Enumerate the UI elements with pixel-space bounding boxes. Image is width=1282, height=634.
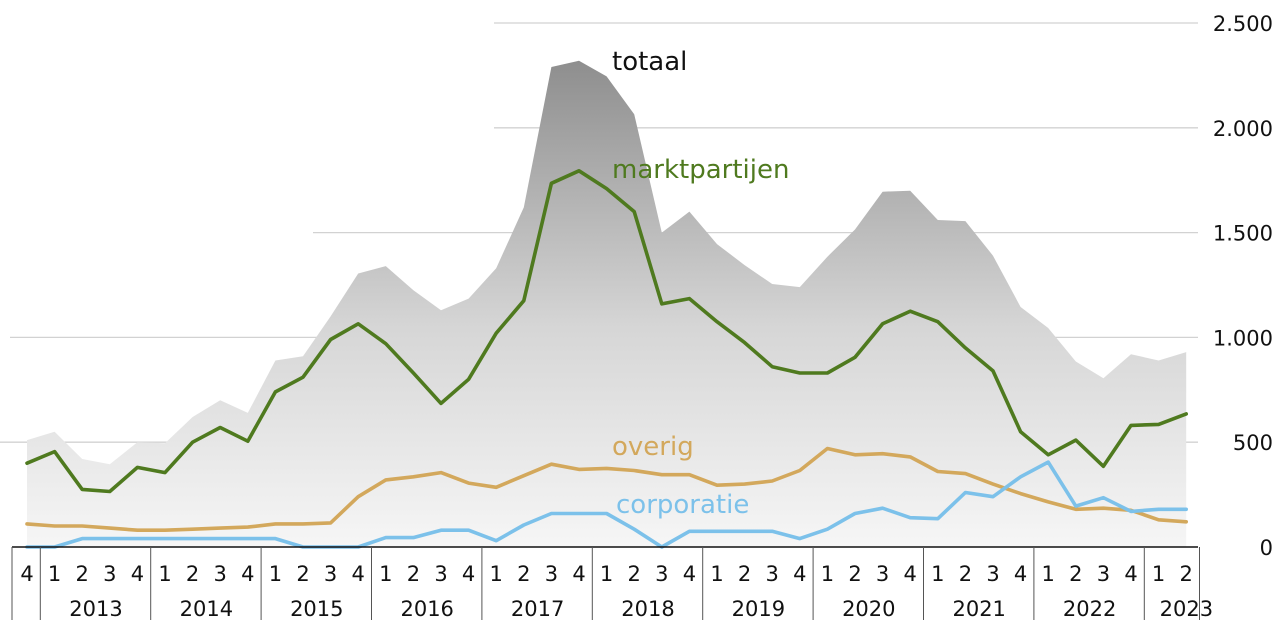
x-tick-label: 1 xyxy=(710,562,723,586)
x-tick-label: 1 xyxy=(1042,562,1055,586)
x-tick-label: 4 xyxy=(131,562,144,586)
series-label-totaal: totaal xyxy=(612,47,687,77)
year-label: 2015 xyxy=(290,597,343,621)
x-tick-label: 4 xyxy=(462,562,475,586)
x-tick-label: 4 xyxy=(241,562,254,586)
series-totaal xyxy=(27,60,1187,547)
x-tick-label: 2 xyxy=(848,562,861,586)
year-label: 2018 xyxy=(621,597,674,621)
y-tick-label: 500 xyxy=(1233,431,1273,455)
x-tick-label: 3 xyxy=(324,562,337,586)
totaal-area xyxy=(27,60,1187,547)
x-tick-label: 2 xyxy=(407,562,420,586)
x-tick-label: 2 xyxy=(738,562,751,586)
x-tick-label: 4 xyxy=(1124,562,1137,586)
x-tick-label: 1 xyxy=(931,562,944,586)
x-tick-label: 2 xyxy=(76,562,89,586)
y-tick-label: 0 xyxy=(1260,536,1273,560)
x-tick-label: 3 xyxy=(434,562,447,586)
year-label: 2017 xyxy=(511,597,564,621)
x-tick-label: 1 xyxy=(158,562,171,586)
x-tick-label: 1 xyxy=(269,562,282,586)
series-label-marktpartijen: marktpartijen xyxy=(612,155,789,185)
x-tick-label: 1 xyxy=(821,562,834,586)
y-tick-label: 1.500 xyxy=(1213,222,1273,246)
x-tick-label: 1 xyxy=(490,562,503,586)
x-tick-label: 3 xyxy=(545,562,558,586)
x-tick-label: 2 xyxy=(959,562,972,586)
y-tick-label: 1.000 xyxy=(1213,326,1273,350)
x-tick-label: 3 xyxy=(876,562,889,586)
x-tick-label: 4 xyxy=(20,562,33,586)
year-label: 2022 xyxy=(1063,597,1116,621)
x-tick-label: 2 xyxy=(296,562,309,586)
x-tick-label: 4 xyxy=(1014,562,1027,586)
x-tick-label: 4 xyxy=(572,562,585,586)
y-tick-label: 2.500 xyxy=(1213,12,1273,36)
y-tick-label: 2.000 xyxy=(1213,117,1273,141)
series-corporatie xyxy=(25,460,1188,549)
x-tick-label: 4 xyxy=(683,562,696,586)
x-tick-label: 2 xyxy=(1069,562,1082,586)
series-overig xyxy=(25,446,1188,533)
x-tick-label: 3 xyxy=(655,562,668,586)
x-tick-label: 4 xyxy=(904,562,917,586)
year-label: 2023 xyxy=(1160,597,1213,621)
y-axis: 0 500 1.000 1.500 2.000 2.500 xyxy=(1213,12,1273,560)
x-tick-label: 2 xyxy=(517,562,530,586)
series-labels: totaal marktpartijen overig corporatie xyxy=(612,47,789,520)
x-tick-label: 3 xyxy=(1097,562,1110,586)
year-label: 2014 xyxy=(180,597,233,621)
x-tick-label: 1 xyxy=(600,562,613,586)
x-tick-label: 4 xyxy=(352,562,365,586)
x-tick-label: 3 xyxy=(766,562,779,586)
x-tick-label: 1 xyxy=(48,562,61,586)
x-tick-label: 2 xyxy=(186,562,199,586)
x-tick-label: 3 xyxy=(214,562,227,586)
year-label: 2020 xyxy=(842,597,895,621)
year-label: 2019 xyxy=(732,597,785,621)
x-tick-label: 2 xyxy=(1180,562,1193,586)
x-tick-label: 2 xyxy=(628,562,641,586)
x-tick-label: 1 xyxy=(379,562,392,586)
x-tick-label: 1 xyxy=(1152,562,1165,586)
series-label-corporatie: corporatie xyxy=(616,490,749,520)
year-label: 2021 xyxy=(952,597,1005,621)
x-tick-label: 4 xyxy=(793,562,806,586)
series-label-overig: overig xyxy=(612,432,694,462)
year-label: 2013 xyxy=(69,597,122,621)
year-label: 2016 xyxy=(400,597,453,621)
series-lines xyxy=(25,169,1188,549)
series-marktpartijen xyxy=(25,169,1188,494)
x-tick-label: 3 xyxy=(986,562,999,586)
x-tick-label: 3 xyxy=(103,562,116,586)
